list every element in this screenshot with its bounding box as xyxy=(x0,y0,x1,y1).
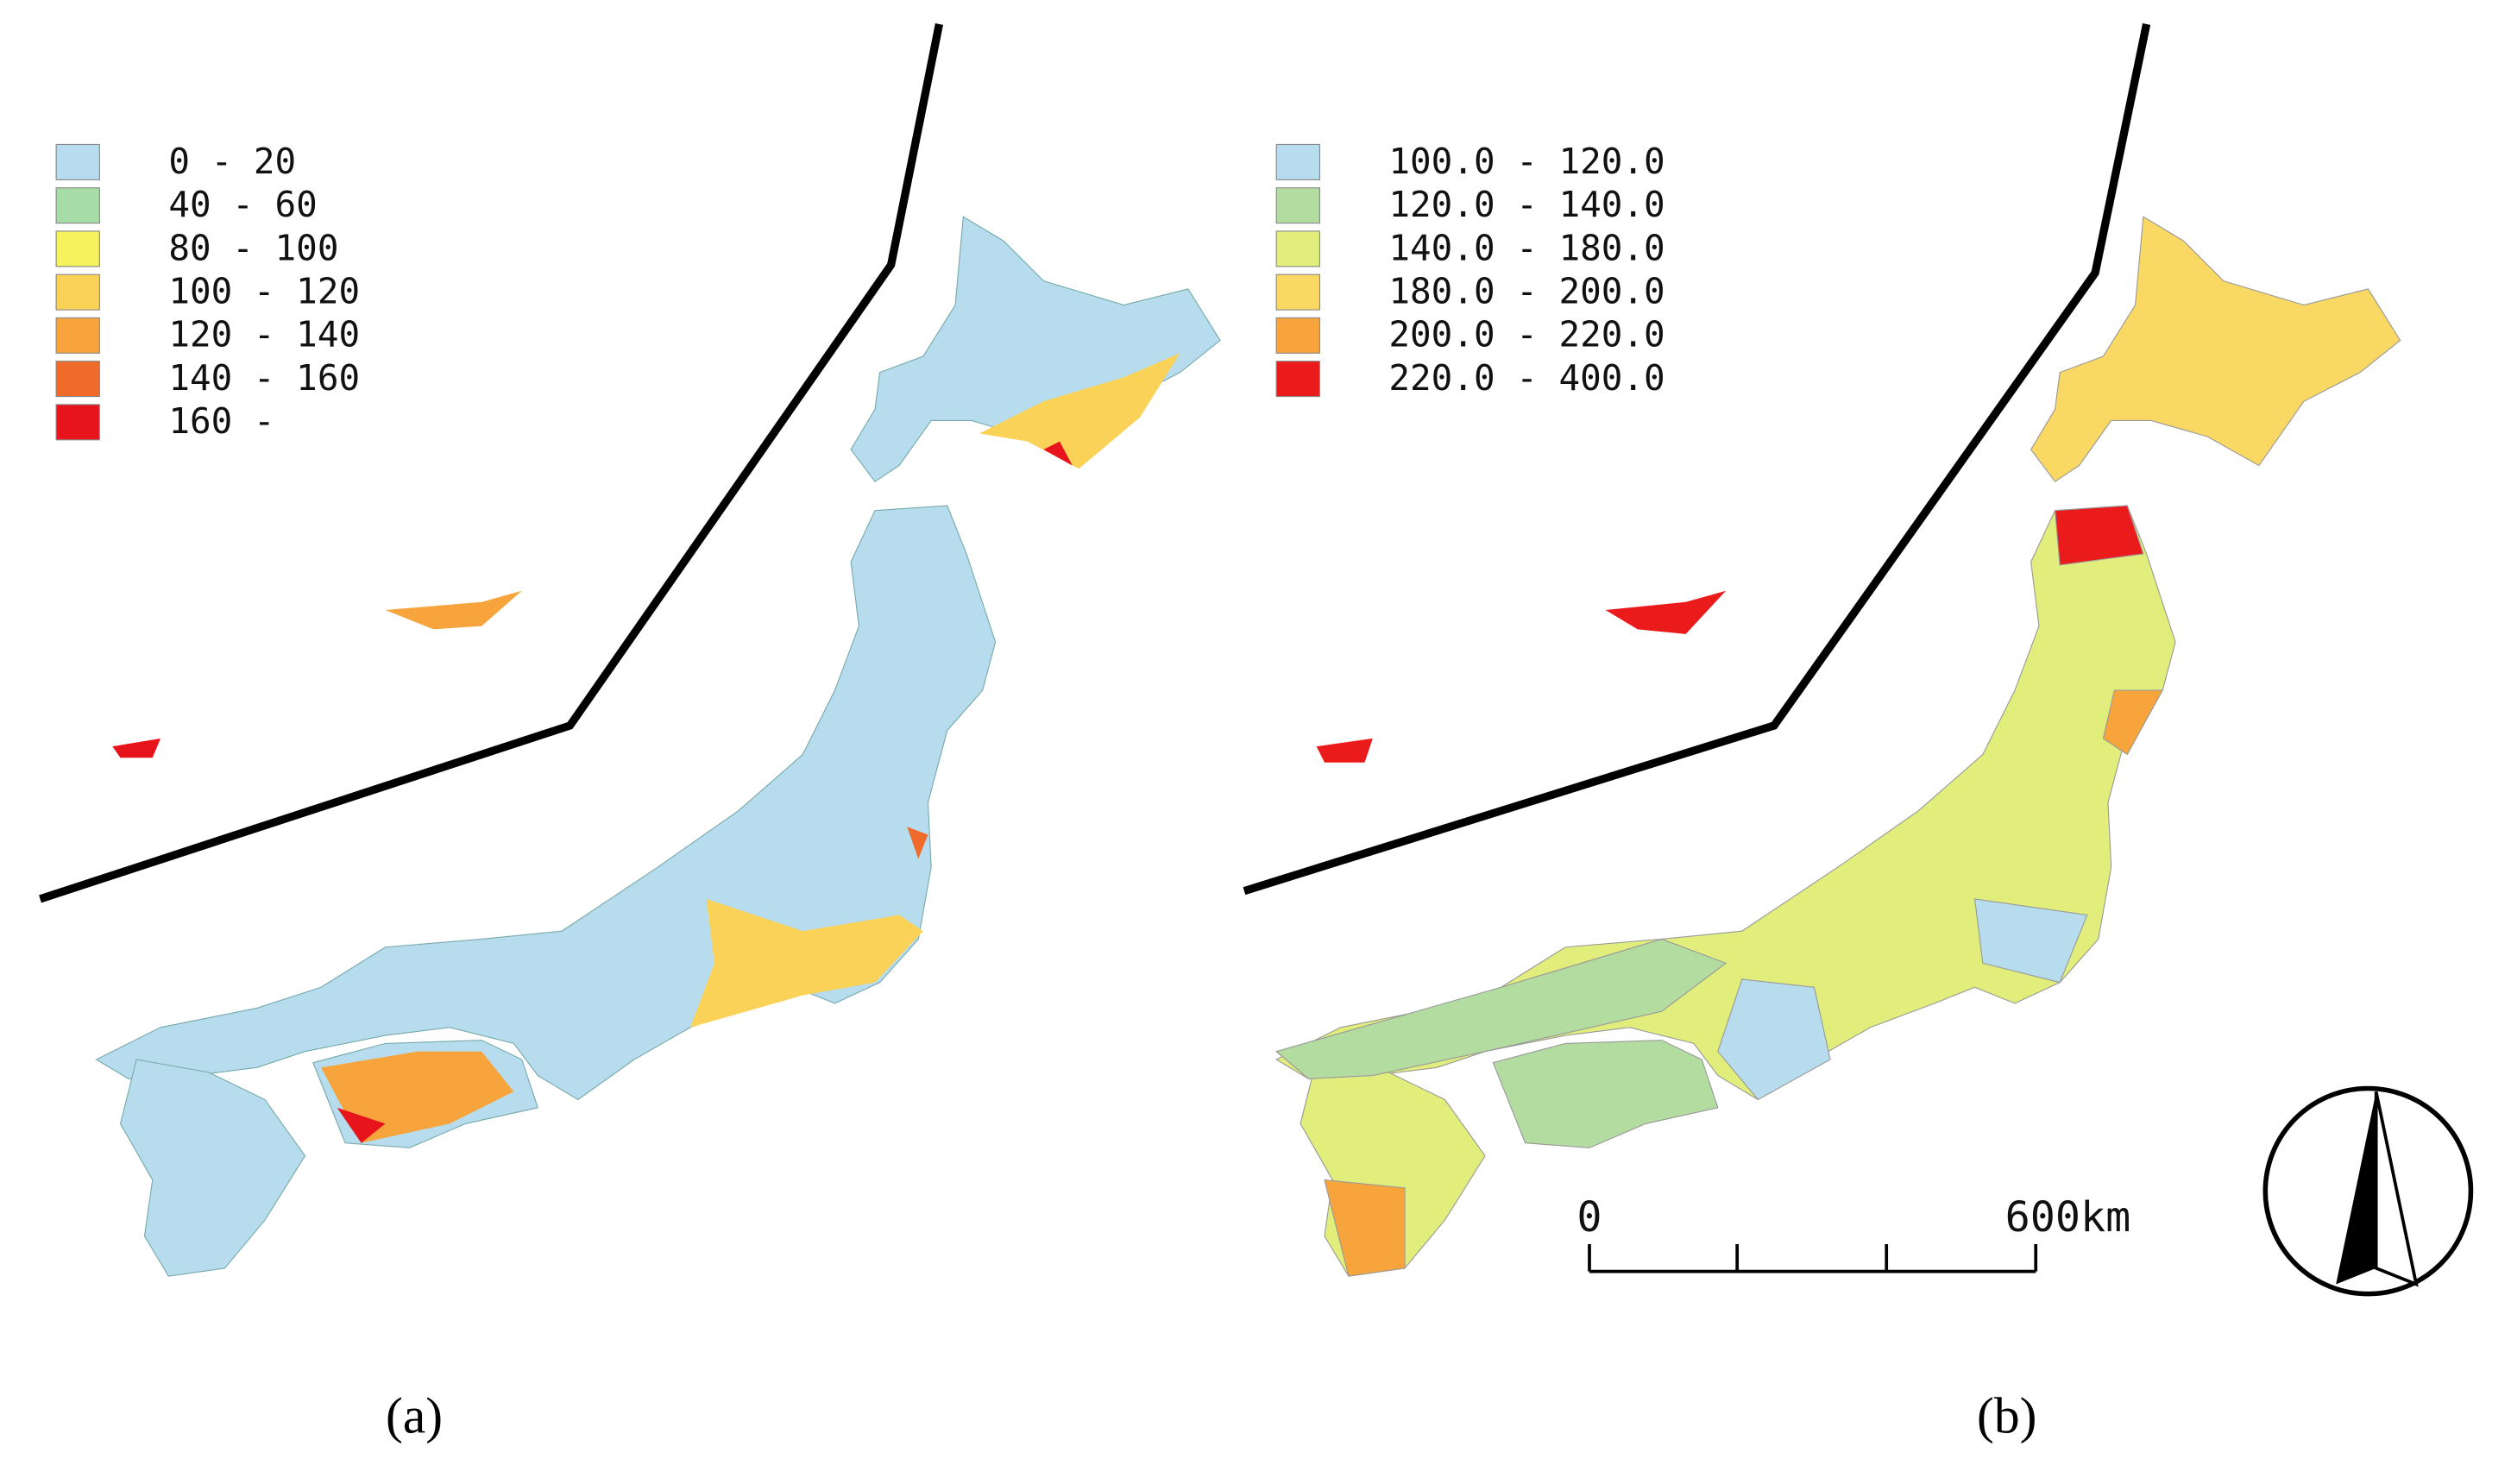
legend-label: 140.0 - 180.0 xyxy=(1388,227,1665,268)
legend-label: 0 - 20 xyxy=(168,141,296,182)
legend-label: 120.0 - 140.0 xyxy=(1388,184,1665,225)
boundary-line xyxy=(39,22,944,903)
legend-swatch xyxy=(1275,274,1320,311)
legend-swatch xyxy=(55,361,100,398)
boundary-line xyxy=(1243,22,2151,896)
legend-swatch xyxy=(1275,317,1320,354)
legend-swatch xyxy=(55,404,100,441)
islands xyxy=(385,590,522,630)
region-patch xyxy=(979,353,1180,469)
legend-label: 80 - 100 xyxy=(168,227,338,268)
scale-bar xyxy=(1588,1243,2038,1273)
legend-label: 160 - xyxy=(168,400,274,442)
legend-label: 180.0 - 200.0 xyxy=(1388,270,1665,311)
north-arrow xyxy=(2262,1085,2474,1297)
islands xyxy=(1605,590,1727,634)
islands xyxy=(1316,738,1373,763)
region-patch xyxy=(1043,441,1073,466)
legend-swatch xyxy=(55,230,100,267)
islands xyxy=(112,738,161,758)
legend-label: 100 - 120 xyxy=(168,270,360,311)
legend-swatch xyxy=(1275,187,1320,224)
landmass xyxy=(1275,216,2401,1278)
scale-start: 0 xyxy=(1576,1193,1602,1242)
legend-label: 140 - 160 xyxy=(168,357,360,399)
legend-swatch xyxy=(1275,230,1320,267)
legend-label: 40 - 60 xyxy=(168,184,317,225)
region-patch xyxy=(690,898,923,1028)
legend-swatch xyxy=(55,274,100,311)
legend-label: 120 - 140 xyxy=(168,314,360,355)
scale-end: 600km xyxy=(2005,1193,2131,1242)
map-b xyxy=(1243,22,2401,1278)
legend-label: 100.0 - 120.0 xyxy=(1388,141,1665,182)
region-patch xyxy=(337,1107,386,1143)
legend-label: 220.0 - 400.0 xyxy=(1388,357,1665,399)
legend-swatch xyxy=(55,317,100,354)
panel-caption: (b) xyxy=(1977,1387,2036,1443)
region-patch xyxy=(907,827,928,859)
legend-swatch xyxy=(55,143,100,180)
legend-swatch xyxy=(55,187,100,224)
panel-caption: (a) xyxy=(386,1387,443,1443)
map-a xyxy=(39,22,1221,1278)
legend-swatch xyxy=(1275,361,1320,398)
legend-label: 200.0 - 220.0 xyxy=(1388,314,1665,355)
legend-swatch xyxy=(1275,143,1320,180)
